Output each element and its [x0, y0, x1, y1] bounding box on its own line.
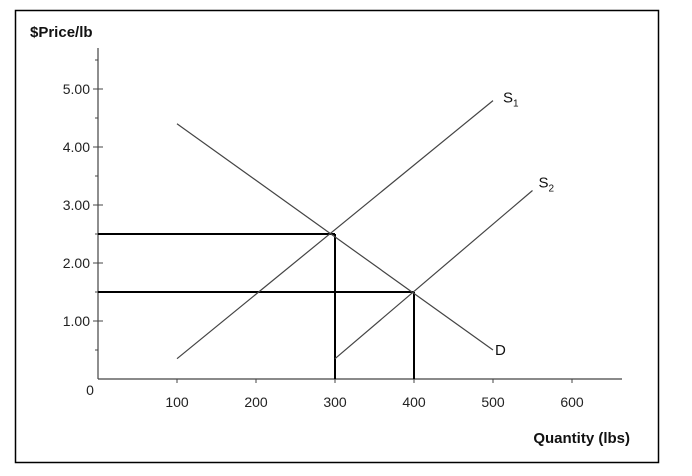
- y-tick-label: 5.00: [63, 81, 90, 97]
- y-tick-label: 4.00: [63, 139, 90, 155]
- x-tick-label: 600: [560, 394, 584, 410]
- chart-border: [14, 9, 660, 464]
- y-tick-label: 1.00: [63, 313, 90, 329]
- x-tick-label: 100: [165, 394, 189, 410]
- d-curve-label: D: [495, 342, 506, 359]
- d-curve: [176, 123, 494, 351]
- x-tick-label: 500: [481, 394, 505, 410]
- y-axis-title: $Price/lb: [30, 24, 93, 41]
- s2-curve: [334, 190, 533, 360]
- s1-curve-label: S1: [503, 90, 519, 110]
- x-tick-label: 400: [402, 394, 426, 410]
- origin-label: 0: [86, 382, 94, 398]
- s2-curve-label: S2: [539, 175, 555, 195]
- s1-curve: [176, 100, 494, 360]
- y-tick-label: 3.00: [63, 197, 90, 213]
- x-axis-title: Quantity (lbs): [533, 430, 630, 447]
- x-tick-label: 200: [244, 394, 268, 410]
- y-tick-label: 2.00: [63, 255, 90, 271]
- x-tick-label: 300: [323, 394, 347, 410]
